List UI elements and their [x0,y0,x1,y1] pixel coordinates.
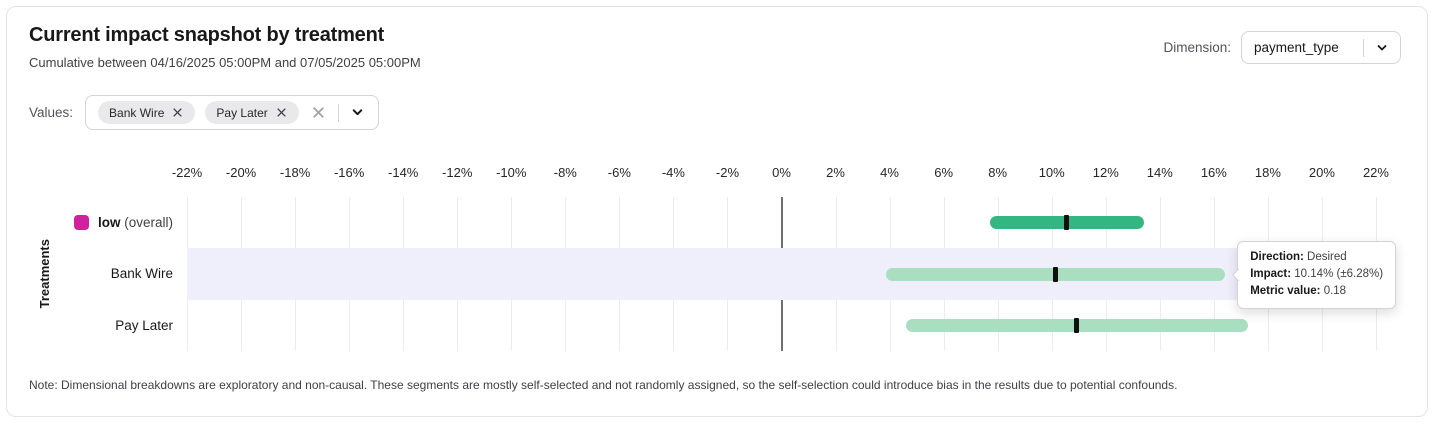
select-divider [1363,38,1364,57]
chevron-down-icon [1374,42,1390,54]
clear-values-icon[interactable] [309,105,328,120]
dimension-select[interactable]: payment_type [1241,31,1401,64]
x-tick-label: -2% [715,165,740,180]
x-tick-label: -8% [553,165,577,180]
values-control: Values: Bank Wire Pay Later [29,95,379,130]
remove-value-icon[interactable] [275,108,288,117]
values-label: Values: [29,105,74,120]
date-range-subtitle: Cumulative between 04/16/2025 05:00PM an… [29,55,421,70]
x-tick-label: -4% [661,165,685,180]
impact-chart: Treatments -22% -20% -18% -16% -14% -12% -10% -… [29,159,1407,357]
x-tick-label: 18% [1254,165,1281,180]
chart-tooltip: Direction: Desired Impact: 10.14% (±6.28%… [1237,241,1397,309]
x-tick-label: -20% [225,165,257,180]
point-estimate-marker [1053,266,1058,282]
dimension-select-value: payment_type [1254,40,1339,55]
x-tick-label: 22% [1362,165,1389,180]
x-tick-label: -16% [333,165,365,180]
dimension-control: Dimension: payment_type [1163,31,1401,64]
chevron-down-icon[interactable] [349,106,366,119]
x-tick-label: -14% [388,165,419,180]
value-chip-label: Bank Wire [109,105,165,120]
select-divider [337,103,339,122]
x-tick-label: 4% [880,165,899,180]
x-tick-label: 2% [826,165,845,180]
values-multiselect[interactable]: Bank Wire Pay Later [85,95,379,130]
x-axis-tick-labels: -22% -20% -18% -16% -14% -12% -10% -8% -6% -4% -2%… [160,165,1403,185]
treatment-label: low (overall) [29,197,173,248]
x-tick-label: 14% [1146,165,1173,180]
x-tick-label: -18% [279,165,311,180]
plot-area: Direction: Desired Impact: 10.14% (±6.28%… [160,197,1403,351]
legend-swatch [73,215,89,231]
x-tick-label: 6% [934,165,954,180]
page-title: Current impact snapshot by treatment [29,24,385,46]
x-tick-label: -10% [496,165,527,180]
x-tick-label: 12% [1092,165,1119,180]
tooltip-line: Direction: Desired [1250,251,1347,263]
x-tick-label: 8% [988,165,1008,180]
impact-snapshot-card: Current impact snapshot by treatment Cum… [6,6,1428,417]
x-tick-label: 0% [772,165,791,180]
treatment-row-labels: low (overall) Bank Wire Pay Later [29,197,173,351]
footnote: Note: Dimensional breakdowns are explora… [29,378,1178,392]
value-chip[interactable]: Pay Later [205,101,299,124]
value-chip-label: Pay Later [216,105,268,120]
x-tick-label: -6% [607,165,631,180]
x-tick-label: -12% [442,165,473,180]
value-chip[interactable]: Bank Wire [98,101,196,124]
tooltip-line: Metric value: 0.18 [1250,285,1347,297]
x-tick-label: 16% [1200,165,1227,180]
tooltip-line: Impact: 10.14% (±6.28%) [1250,268,1384,280]
point-estimate-marker [1064,215,1070,231]
treatment-label: Bank Wire [110,266,173,282]
value-chips: Bank Wire Pay Later [98,101,299,124]
dimension-label: Dimension: [1163,40,1231,55]
x-tick-label: 20% [1308,165,1335,180]
point-estimate-marker [1074,317,1080,333]
x-tick-label: 10% [1038,165,1065,180]
x-tick-label: -22% [171,165,203,180]
remove-value-icon[interactable] [171,108,184,117]
treatment-label: Pay Later [115,317,173,333]
